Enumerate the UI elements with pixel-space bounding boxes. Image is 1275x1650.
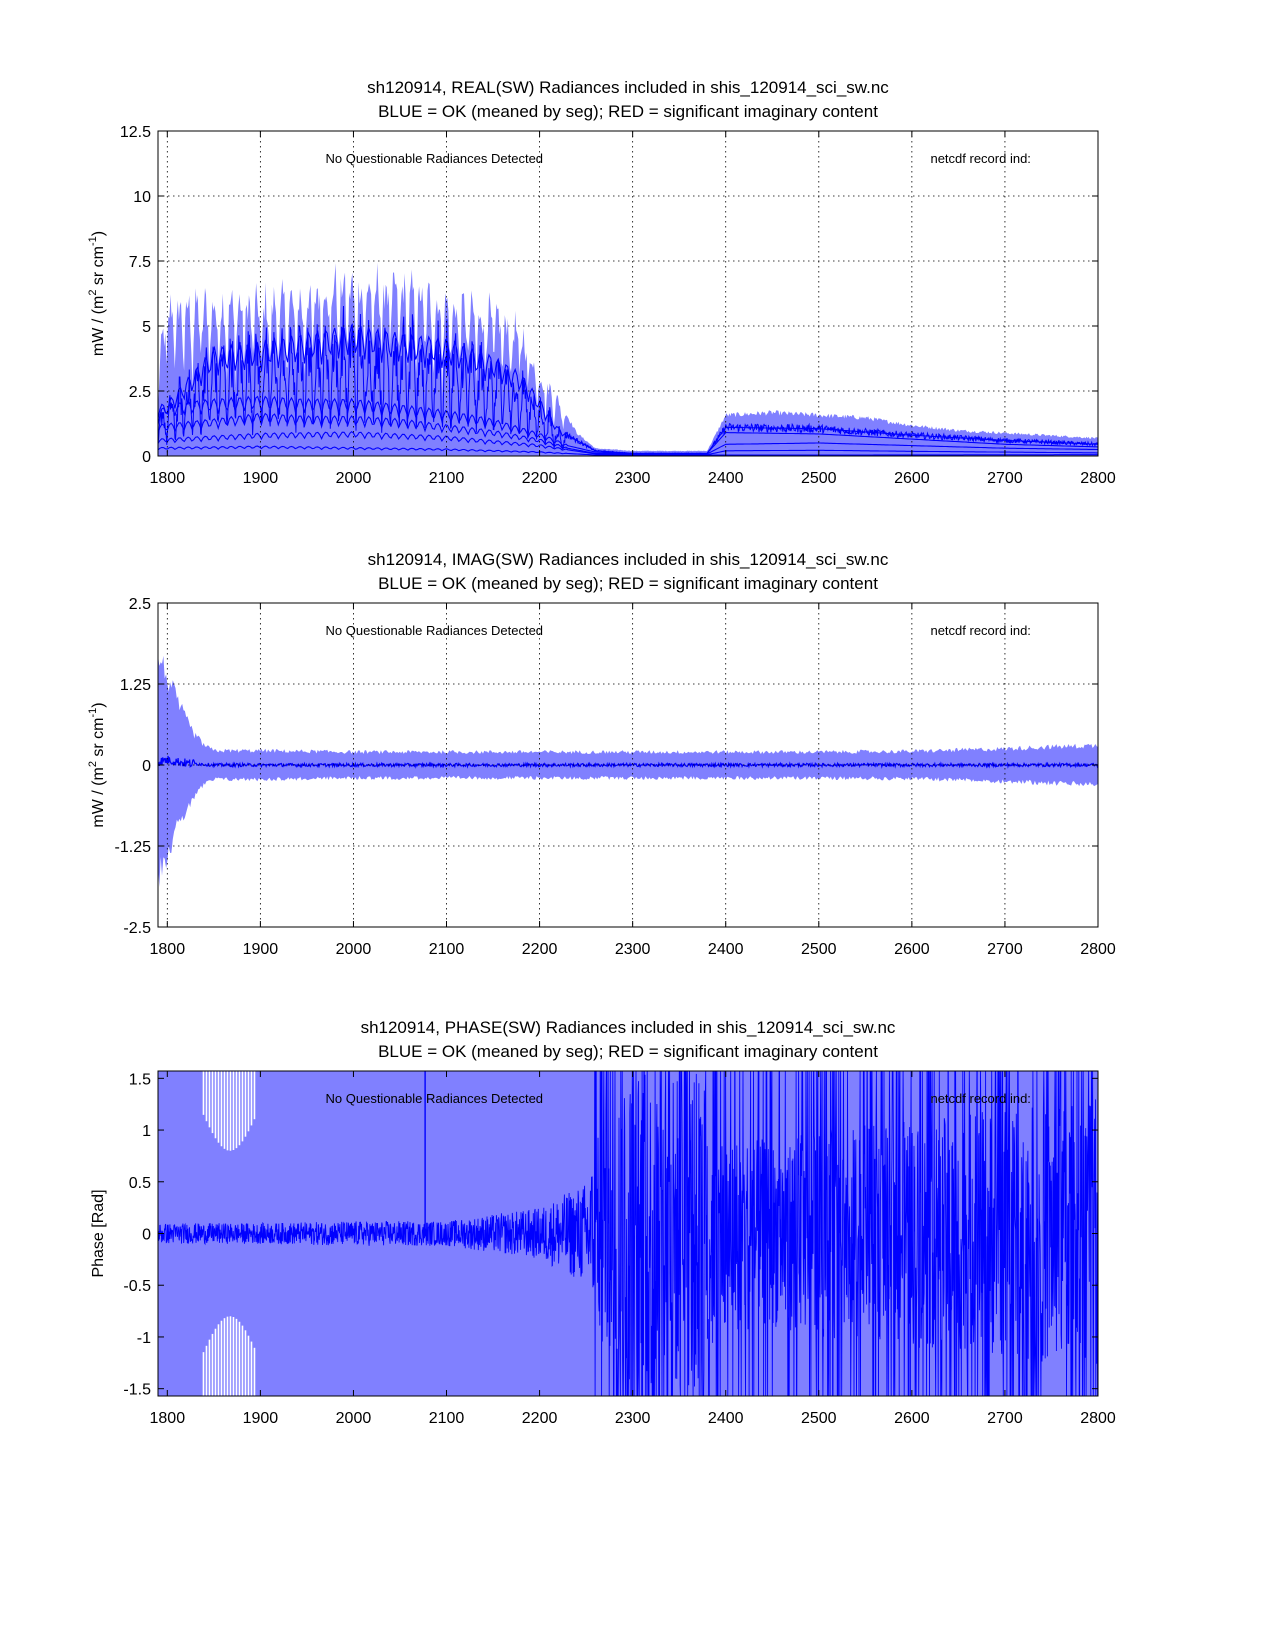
axes-box xyxy=(157,130,1099,457)
annotation-no-questionable: No Questionable Radiances Detected xyxy=(326,1091,544,1106)
y-tick-label: 2.5 xyxy=(129,384,151,401)
envelope-gap-1 xyxy=(202,1071,256,1151)
x-tick-label: 2200 xyxy=(522,1410,558,1427)
y-tick-label: 0 xyxy=(142,449,151,466)
y-tick-label: 1.5 xyxy=(129,1071,151,1088)
y-tick-label: -1 xyxy=(137,1330,151,1347)
grid xyxy=(158,603,1098,927)
series-phase-noise xyxy=(158,1071,1098,1396)
x-tick-label: 2500 xyxy=(801,470,837,487)
panel-phase: 1800 1900 2000 2100 2200 2300 2400 2500 2600 2700… xyxy=(90,1018,1116,1427)
x-tick-label: 2700 xyxy=(987,1410,1023,1427)
grid xyxy=(158,131,1098,456)
x-tick-label: 2300 xyxy=(615,470,651,487)
y-tick-label: -1.5 xyxy=(123,1382,151,1399)
y-tick-label: 0.5 xyxy=(129,1175,151,1192)
x-tick-label: 1800 xyxy=(150,941,186,958)
series-line-5 xyxy=(158,445,1098,456)
chart-title-line1: sh120914, PHASE(SW) Radiances included i… xyxy=(361,1018,896,1037)
plot-content xyxy=(158,1071,1098,1396)
chart-title-line2: BLUE = OK (meaned by seg); RED = signifi… xyxy=(378,1042,878,1061)
x-tick-label: 2700 xyxy=(987,941,1023,958)
y-tick-label: 10 xyxy=(133,189,151,206)
x-tick-label: 2100 xyxy=(429,1410,465,1427)
plot-content xyxy=(158,654,1098,887)
x-tick-label: 2000 xyxy=(336,470,372,487)
x-tick-label: 2400 xyxy=(708,1410,744,1427)
y-tick-label: 0 xyxy=(142,758,151,775)
y-axis-label: mW / (m2 sr cm-1) xyxy=(87,231,107,356)
y-tick-label: -1.25 xyxy=(115,839,152,856)
x-tick-label: 1900 xyxy=(243,1410,279,1427)
x-tick-label: 2000 xyxy=(336,1410,372,1427)
y-tick-label: 1.25 xyxy=(120,677,151,694)
x-tick-label: 2800 xyxy=(1080,941,1116,958)
y-axis-label: Phase [Rad] xyxy=(90,1189,107,1277)
y-tick-label: 5 xyxy=(142,319,151,336)
series-line-3 xyxy=(158,412,1098,455)
x-tick-label: 2800 xyxy=(1080,470,1116,487)
x-tick-label: 1800 xyxy=(150,470,186,487)
x-tick-label: 2200 xyxy=(522,470,558,487)
x-tick-label: 2300 xyxy=(615,941,651,958)
y-tick-label: -2.5 xyxy=(123,920,151,937)
annotation-netcdf-record: netcdf record ind: xyxy=(930,151,1030,166)
x-tick-label: 2600 xyxy=(894,941,930,958)
x-tick-label: 2000 xyxy=(336,941,372,958)
y-tick-label: 12.5 xyxy=(120,124,151,141)
x-tick-label: 2200 xyxy=(522,941,558,958)
x-tick-label: 2100 xyxy=(429,941,465,958)
x-tick-label: 1900 xyxy=(243,941,279,958)
x-tick-label: 2700 xyxy=(987,470,1023,487)
envelope-gap-2 xyxy=(202,1316,256,1396)
chart-title-line2: BLUE = OK (meaned by seg); RED = signifi… xyxy=(378,102,878,121)
x-tick-label: 1900 xyxy=(243,470,279,487)
x-tick-label: 1800 xyxy=(150,1410,186,1427)
x-tick-label: 2300 xyxy=(615,1410,651,1427)
x-tick-label: 2400 xyxy=(708,470,744,487)
spread-envelope xyxy=(158,654,1098,887)
series-line-4 xyxy=(158,430,1098,456)
panel-real: 1800 1900 2000 2100 2200 2300 2400 2500 2600 2700… xyxy=(87,78,1116,487)
x-tick-label: 2800 xyxy=(1080,1410,1116,1427)
y-tick-label: 1 xyxy=(142,1123,151,1140)
y-tick-label: 0 xyxy=(142,1227,151,1244)
annotation-no-questionable: No Questionable Radiances Detected xyxy=(326,151,544,166)
series-line-2 xyxy=(158,395,1098,454)
y-tick-label: -0.5 xyxy=(123,1278,151,1295)
annotation-no-questionable: No Questionable Radiances Detected xyxy=(326,623,544,638)
x-tick-label: 2400 xyxy=(708,941,744,958)
x-tick-label: 2100 xyxy=(429,470,465,487)
chart-title-line1: sh120914, REAL(SW) Radiances included in… xyxy=(367,78,889,97)
panel-imag: 1800 1900 2000 2100 2200 2300 2400 2500 2600 2700… xyxy=(87,550,1116,958)
annotation-netcdf-record: netcdf record ind: xyxy=(930,1091,1030,1106)
x-tick-label: 2500 xyxy=(801,1410,837,1427)
x-tick-label: 2600 xyxy=(894,1410,930,1427)
series-line-1 xyxy=(158,755,1098,769)
y-axis-label: mW / (m2 sr cm-1) xyxy=(87,702,107,827)
y-tick-label: 7.5 xyxy=(129,254,151,271)
chart-title-line1: sh120914, IMAG(SW) Radiances included in… xyxy=(368,550,889,569)
plot-content xyxy=(158,262,1098,456)
chart-title-line2: BLUE = OK (meaned by seg); RED = signifi… xyxy=(378,574,878,593)
y-tick-label: 2.5 xyxy=(129,596,151,613)
annotation-netcdf-record: netcdf record ind: xyxy=(930,623,1030,638)
x-tick-label: 2600 xyxy=(894,470,930,487)
x-tick-label: 2500 xyxy=(801,941,837,958)
